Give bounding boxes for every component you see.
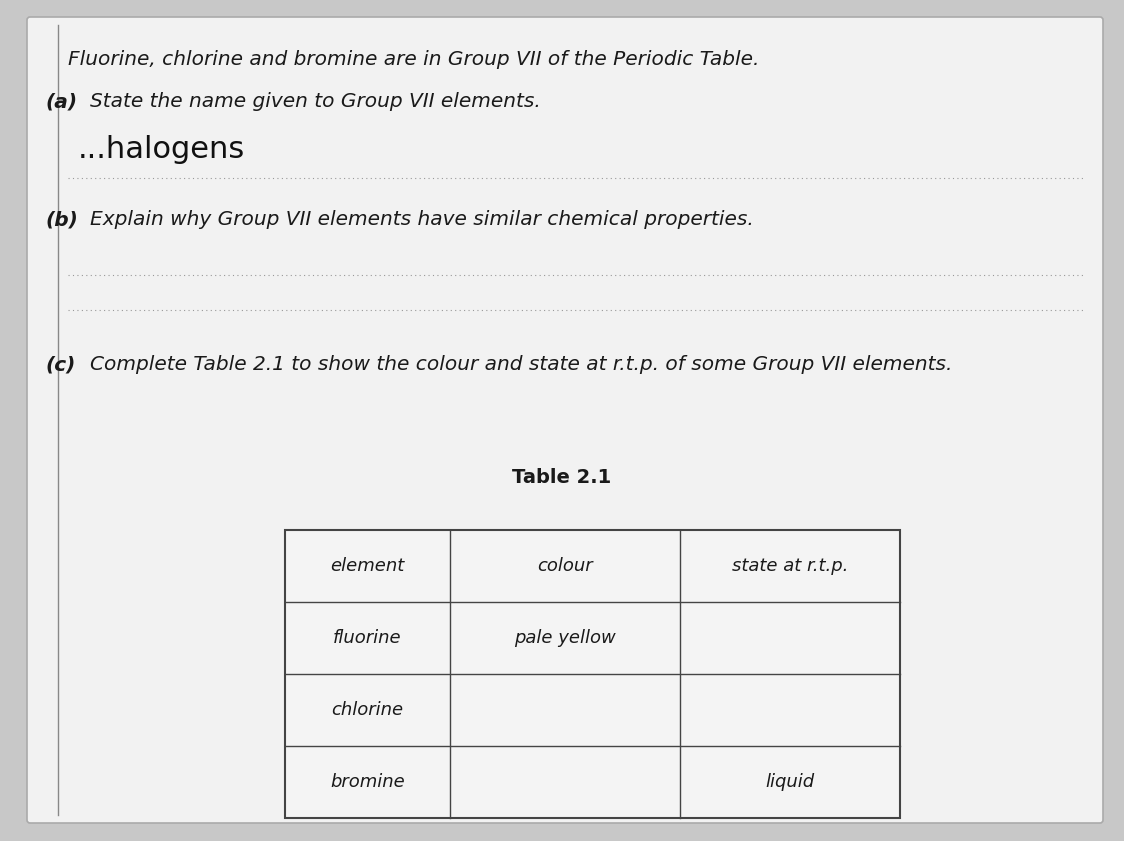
Text: (c): (c) [45,355,75,374]
FancyBboxPatch shape [27,17,1103,823]
Text: state at r.t.p.: state at r.t.p. [732,557,849,575]
Text: fluorine: fluorine [333,629,401,647]
Text: bromine: bromine [330,773,405,791]
Text: State the name given to Group VII elements.: State the name given to Group VII elemen… [90,92,541,111]
Text: chlorine: chlorine [332,701,404,719]
Text: pale yellow: pale yellow [514,629,616,647]
Text: Complete Table 2.1 to show the colour and state at r.t.p. of some Group VII elem: Complete Table 2.1 to show the colour an… [90,355,952,374]
Text: Table 2.1: Table 2.1 [513,468,611,487]
Bar [285,530,900,818]
Text: liquid: liquid [765,773,815,791]
Text: Fluorine, chlorine and bromine are in Group VII of the Periodic Table.: Fluorine, chlorine and bromine are in Gr… [67,50,760,69]
Text: colour: colour [537,557,592,575]
Text: element: element [330,557,405,575]
Text: Explain why Group VII elements have similar chemical properties.: Explain why Group VII elements have simi… [90,210,754,229]
Text: (a): (a) [45,92,78,111]
Text: ...halogens: ...halogens [78,135,245,164]
Text: (b): (b) [45,210,78,229]
